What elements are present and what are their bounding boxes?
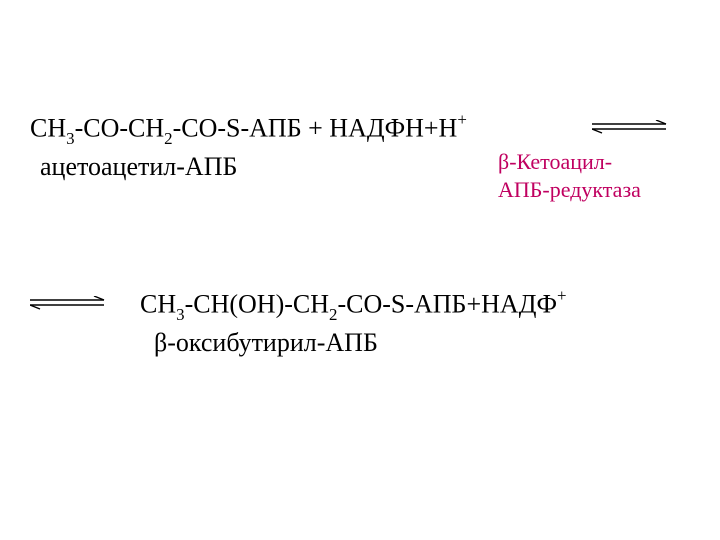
reactant-formula-s2: 2 — [164, 129, 172, 148]
product-formula-sup1: + — [557, 286, 567, 305]
product-formula-p1: СН — [140, 290, 176, 319]
product-formula-p3: -СО-S-АПБ+НАДФ — [337, 290, 557, 319]
enzyme-line1: β-Кетоацил- — [498, 148, 641, 176]
reaction-arrow-right — [592, 120, 672, 136]
product-name: β-оксибутирил-АПБ — [154, 328, 378, 358]
slide: СН3-СО-СН2-СО-S-АПБ + НАДФН+Н+ ацетоацет… — [0, 0, 720, 540]
enzyme-label: β-Кетоацил- АПБ-редуктаза — [498, 148, 641, 203]
reactant-formula: СН3-СО-СН2-СО-S-АПБ + НАДФН+Н+ — [30, 112, 467, 148]
enzyme-line2: АПБ-редуктаза — [498, 176, 641, 204]
reactant-formula-p2: -СО-СН — [75, 114, 165, 143]
reactant-formula-s1: 3 — [66, 129, 74, 148]
reaction-arrow-left — [30, 296, 110, 312]
reactant-formula-p3: -СО-S-АПБ + НАДФН+Н — [173, 114, 458, 143]
reactant-name: ацетоацетил-АПБ — [40, 152, 237, 182]
product-formula-p2: -СН(ОН)-СН — [185, 290, 329, 319]
reactant-formula-p1: СН — [30, 114, 66, 143]
product-formula-s2: 2 — [329, 305, 337, 324]
product-formula: СН3-СН(ОН)-СН2-СО-S-АПБ+НАДФ+ — [140, 288, 567, 324]
reactant-formula-sup1: + — [457, 110, 467, 129]
product-formula-s1: 3 — [176, 305, 184, 324]
